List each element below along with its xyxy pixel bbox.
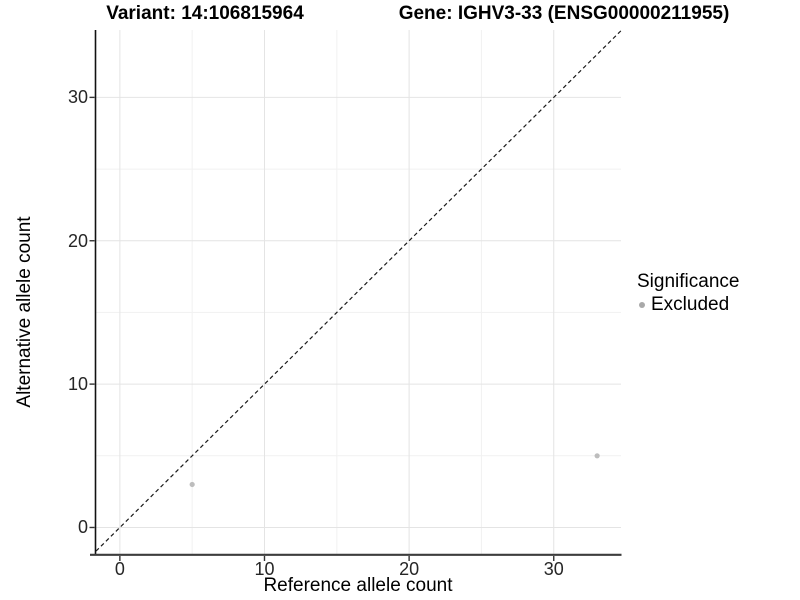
x-tick-label: 30 <box>543 559 564 579</box>
x-tick-label: 0 <box>114 559 125 579</box>
x-axis-label: Reference allele count <box>263 575 453 596</box>
data-point <box>594 453 600 459</box>
y-tick-label: 30 <box>67 87 88 108</box>
y-tick-label: 20 <box>67 230 88 251</box>
variant-title: Variant: 14:106815964 <box>106 3 304 24</box>
legend-item-label: Excluded <box>651 294 730 315</box>
legend-key-dot-icon <box>639 301 645 308</box>
legend-title: Significance <box>637 271 740 292</box>
y-tick-label: 0 <box>77 517 88 538</box>
legend-item: Excluded <box>637 293 739 316</box>
data-point <box>189 481 195 488</box>
y-axis-label: Alternative allele count <box>14 216 35 408</box>
identity-dashed-line <box>95 30 622 552</box>
y-tick-label: 10 <box>67 374 88 395</box>
gene-title: Gene: IGHV3-33 (ENSG00000211955) <box>398 3 730 24</box>
x-tick-label: 20 <box>399 559 420 579</box>
x-tick-label: 10 <box>254 559 275 579</box>
legend: Significance Excluded <box>637 270 739 316</box>
